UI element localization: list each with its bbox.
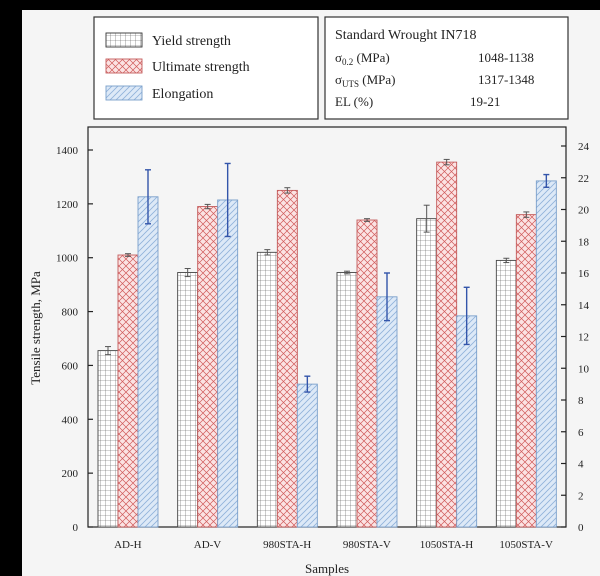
standard-row-yield-value: 1048-1138 xyxy=(478,50,534,65)
bars-layer xyxy=(97,161,557,528)
legend-swatch-ultimate xyxy=(105,58,143,74)
bar-elongation-ad-h xyxy=(137,196,159,528)
standard-box: Standard Wrought IN718 σ0.2 (MPa) 1048-1… xyxy=(324,16,569,120)
x-tick-label-980sta-h: 980STA-H xyxy=(263,539,311,551)
y-tick-label-1400: 1400 xyxy=(56,145,79,157)
legend-item-yield: Yield strength xyxy=(105,32,231,49)
error-bar-ultimate-1050sta-v xyxy=(523,211,530,218)
legend: Yield strength Ultimate strength Elongat… xyxy=(93,16,319,120)
bar-ultimate-980sta-h xyxy=(276,189,298,528)
y-tick-label-400: 400 xyxy=(62,414,79,426)
bar-elongation-980sta-h xyxy=(296,383,318,528)
y-axis-label: Tensile strength, MPa xyxy=(28,271,43,385)
error-bar-elongation-1050sta-v xyxy=(543,173,550,188)
error-bar-yield-ad-v xyxy=(184,267,191,278)
standard-box-frame xyxy=(324,16,569,120)
legend-swatch-elongation xyxy=(105,85,143,101)
y2-tick-label-0: 0 xyxy=(578,522,584,534)
y2-tick-label-24: 24 xyxy=(578,141,590,153)
error-bar-yield-1050sta-v xyxy=(503,257,510,264)
error-bar-yield-980sta-v xyxy=(344,270,350,275)
y-tick-label-200: 200 xyxy=(62,468,79,480)
legend-label-ultimate: Ultimate strength xyxy=(152,60,250,75)
legend-label-elongation: Elongation xyxy=(152,87,213,102)
y-tick-label-800: 800 xyxy=(62,307,79,319)
x-tick-label-980sta-v: 980STA-V xyxy=(343,539,391,551)
bar-elongation-1050sta-v xyxy=(535,180,557,528)
bar-ultimate-ad-h xyxy=(117,254,139,528)
x-tick-label-1050sta-h: 1050STA-H xyxy=(420,539,474,551)
standard-row-uts-label: σUTS (MPa) xyxy=(335,72,396,89)
bar-elongation-1050sta-h xyxy=(456,315,478,528)
error-bar-yield-980sta-h xyxy=(264,249,271,256)
y2-tick-label-2: 2 xyxy=(578,490,584,502)
error-bar-elongation-1050sta-h xyxy=(463,286,470,346)
y-tick-label-1000: 1000 xyxy=(56,253,79,265)
bar-elongation-980sta-v xyxy=(376,296,398,528)
error-bar-yield-1050sta-h xyxy=(423,204,430,233)
x-tick-label-ad-h: AD-H xyxy=(114,539,142,551)
error-bar-elongation-ad-v xyxy=(224,162,231,238)
legend-label-yield: Yield strength xyxy=(152,34,231,49)
bar-yield-ad-h xyxy=(97,350,119,528)
error-bars-layer xyxy=(105,158,550,393)
x-axis-ticks: AD-H AD-V 980STA-H 980STA-V 1050STA-H 1050STA… xyxy=(114,539,553,551)
error-bar-ultimate-980sta-h xyxy=(284,187,291,194)
y2-tick-label-18: 18 xyxy=(578,236,590,248)
error-bar-elongation-980sta-h xyxy=(304,375,311,393)
x-tick-label-ad-v: AD-V xyxy=(194,539,222,551)
y2-tick-label-6: 6 xyxy=(578,427,584,439)
y2-tick-label-20: 20 xyxy=(578,205,590,217)
legend-item-elongation: Elongation xyxy=(105,85,213,102)
bar-yield-1050sta-h xyxy=(416,218,438,528)
standard-row-el-value: 19-21 xyxy=(470,94,500,109)
standard-box-title: Standard Wrought IN718 xyxy=(335,28,477,43)
legend-item-ultimate: Ultimate strength xyxy=(105,58,250,75)
legend-swatch-yield xyxy=(105,32,143,48)
y2-tick-label-14: 14 xyxy=(578,300,590,312)
y2-tick-label-4: 4 xyxy=(578,459,584,471)
error-bar-yield-ad-h xyxy=(105,346,111,356)
plot-frame xyxy=(87,126,567,528)
y2-tick-label-8: 8 xyxy=(578,395,584,407)
bar-yield-1050sta-v xyxy=(495,259,517,528)
y-tick-label-600: 600 xyxy=(62,360,79,372)
bar-ultimate-1050sta-v xyxy=(515,214,537,528)
error-bar-elongation-ad-h xyxy=(145,169,151,225)
y2-tick-label-10: 10 xyxy=(578,363,590,375)
y-tick-label-0: 0 xyxy=(73,522,79,534)
y2-tick-label-22: 22 xyxy=(578,173,589,185)
error-bar-ultimate-980sta-v xyxy=(364,218,370,222)
y2-tick-label-12: 12 xyxy=(578,332,589,344)
x-axis-label: Samples xyxy=(305,561,349,576)
error-bar-elongation-980sta-v xyxy=(384,272,390,322)
standard-row-el-label: EL (%) xyxy=(335,94,373,109)
y2-tick-label-16: 16 xyxy=(578,268,590,280)
x-tick-label-1050sta-v: 1050STA-V xyxy=(499,539,553,551)
bar-yield-ad-v xyxy=(177,272,199,528)
bar-elongation-ad-v xyxy=(217,199,239,528)
error-bar-ultimate-ad-h xyxy=(125,253,131,257)
bar-yield-980sta-h xyxy=(256,251,278,528)
error-bar-ultimate-1050sta-h xyxy=(443,158,450,166)
bar-ultimate-1050sta-h xyxy=(436,161,458,528)
bar-ultimate-980sta-v xyxy=(356,219,378,528)
left-axis-ticks: 0 200 400 600 800 1000 1200 1400 xyxy=(56,145,93,534)
error-bar-ultimate-ad-v xyxy=(204,203,211,210)
standard-row-yield-label: σ0.2 (MPa) xyxy=(335,50,390,67)
bar-ultimate-ad-v xyxy=(197,206,219,528)
standard-row-uts-value: 1317-1348 xyxy=(478,72,534,87)
y-tick-label-1200: 1200 xyxy=(56,199,79,211)
bar-yield-980sta-v xyxy=(336,272,358,528)
